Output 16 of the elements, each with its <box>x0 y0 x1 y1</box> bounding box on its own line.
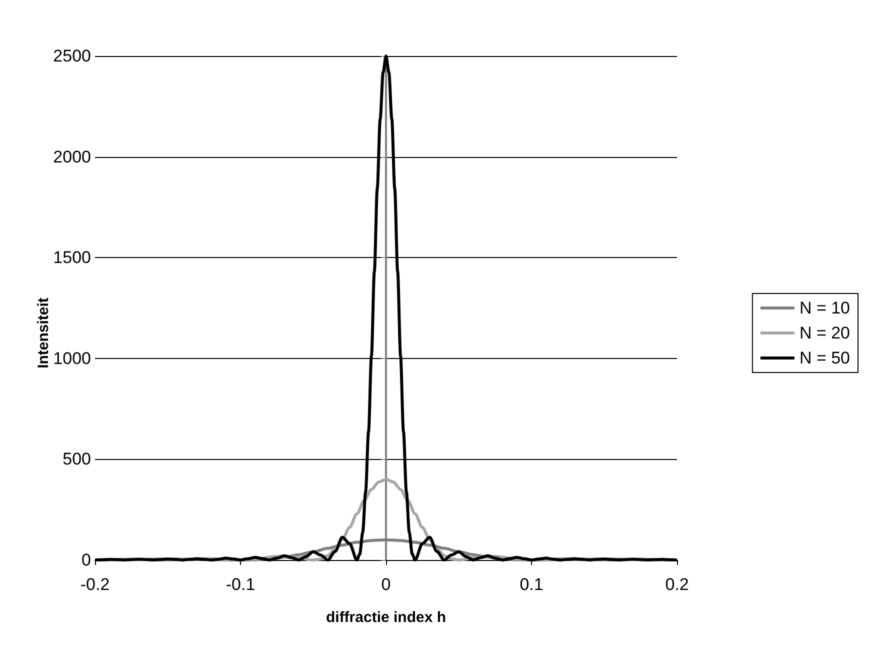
y-tick-label: 0 <box>82 550 91 570</box>
y-tick-label: 1500 <box>53 248 91 268</box>
x-tick-label: 0 <box>381 575 391 594</box>
x-tick-label: -0.2 <box>80 575 110 594</box>
legend-label: N = 20 <box>799 324 850 342</box>
y-tick-label: 2000 <box>53 147 91 166</box>
y-tick-label: 1000 <box>53 348 91 368</box>
y-tick-label: 2500 <box>53 46 91 66</box>
y-tick-label: 500 <box>62 450 91 469</box>
legend-label: N = 10 <box>799 298 850 318</box>
x-tick-label: 0.1 <box>520 575 544 594</box>
x-tick-label: -0.1 <box>226 575 256 594</box>
y-axis-title: Intensiteit <box>35 298 52 368</box>
x-axis-title: diffractie index h <box>326 609 446 626</box>
x-tick-label: 0.2 <box>665 575 689 594</box>
legend-label: N = 50 <box>799 348 850 368</box>
